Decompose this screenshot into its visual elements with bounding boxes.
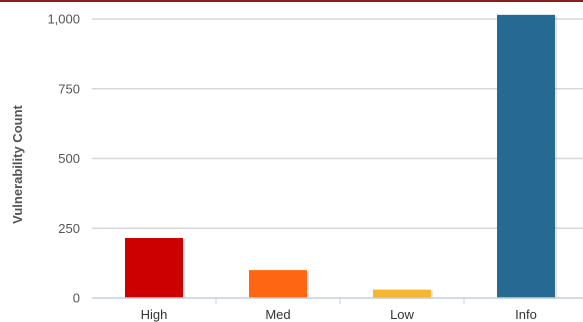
bar-info[interactable] — [497, 14, 555, 298]
x-tick-label: Info — [515, 307, 537, 322]
bar-high[interactable] — [125, 238, 183, 298]
bars — [125, 14, 557, 299]
x-tick-label: High — [141, 307, 168, 322]
y-axis-ticks: 0 250 500 750 1,000 — [47, 12, 80, 306]
bar-med[interactable] — [249, 270, 307, 298]
top-border — [0, 0, 583, 2]
bar-low[interactable] — [373, 289, 431, 298]
x-axis: High Med Low Info — [92, 297, 583, 322]
y-tick-label: 1,000 — [47, 12, 80, 27]
y-tick-label: 500 — [58, 151, 80, 166]
y-tick-label: 750 — [58, 81, 80, 96]
x-tick-label: Med — [265, 307, 290, 322]
y-tick-label: 250 — [58, 221, 80, 236]
y-axis-title: Vulnerability Count — [10, 104, 25, 223]
x-tick-label: Low — [390, 307, 414, 322]
y-tick-label: 0 — [73, 291, 80, 306]
